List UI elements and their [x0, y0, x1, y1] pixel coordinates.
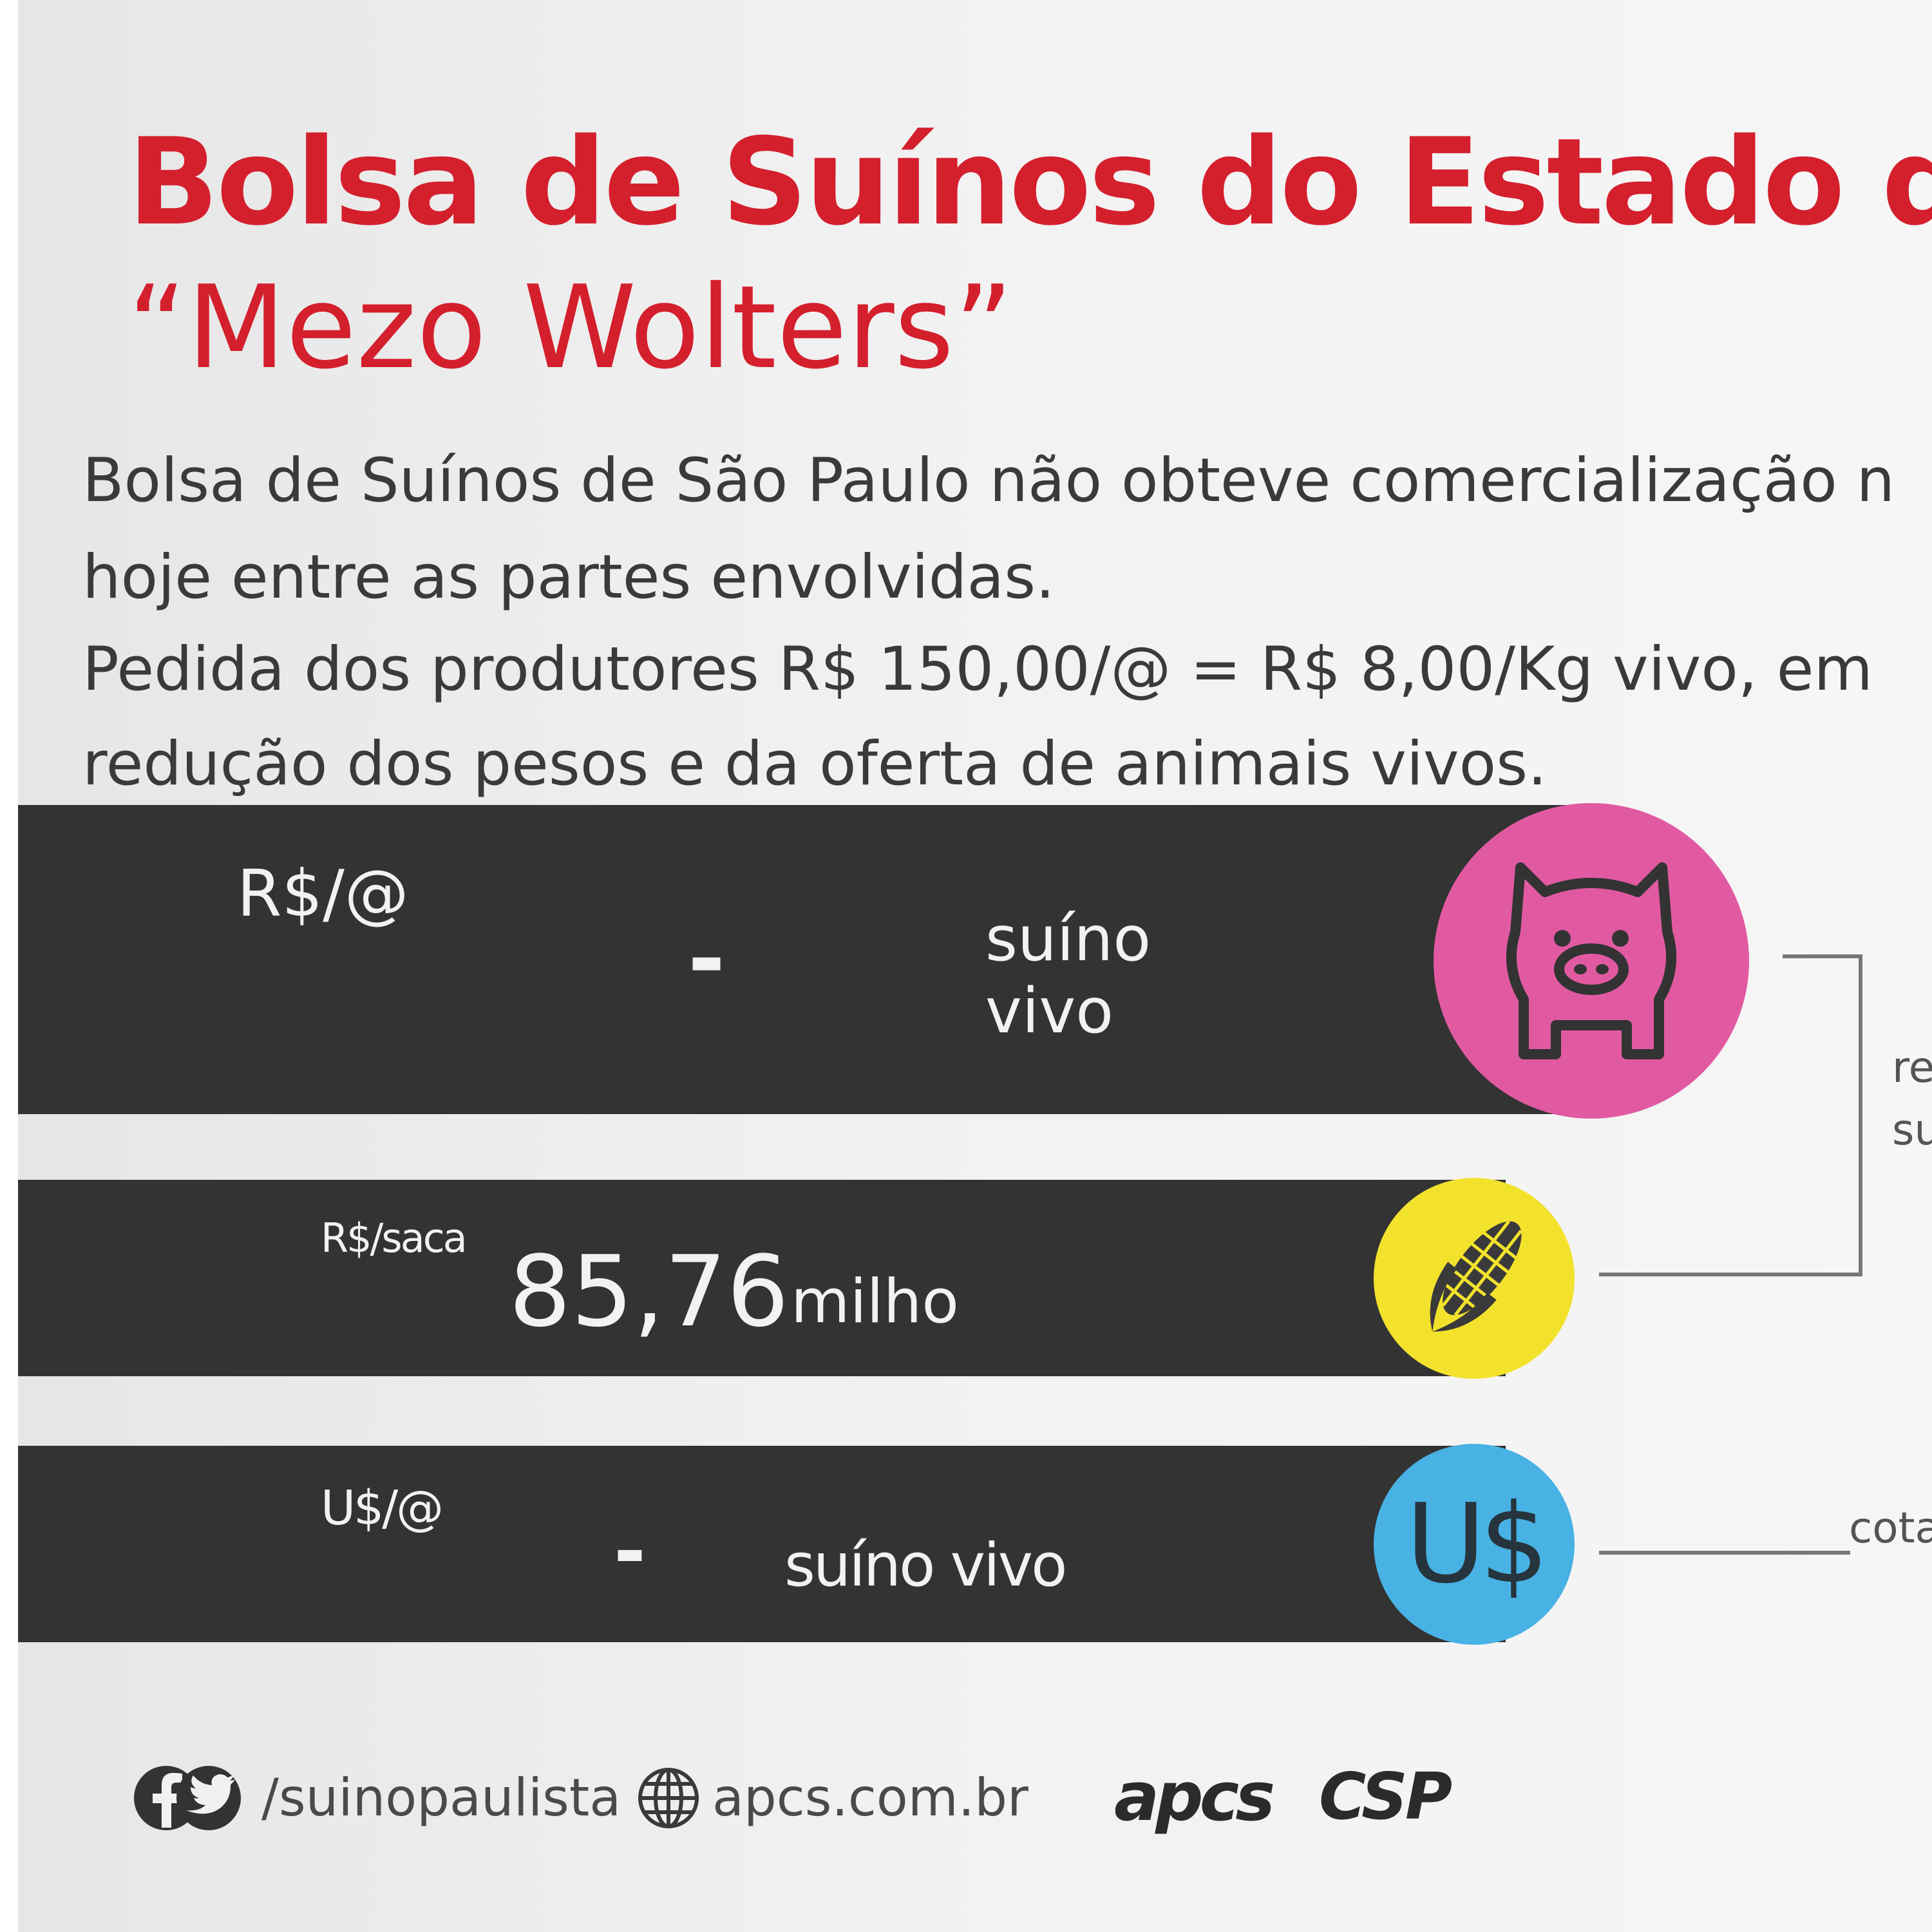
suino-price-value: - [688, 907, 726, 1012]
intro-line-2: hoje entre as partes envolvidas. [82, 542, 1055, 612]
suino-label-line2: vivo [985, 975, 1114, 1047]
dollar-unit-label: U$/@ [321, 1481, 444, 1536]
suino-price-band [18, 805, 1589, 1114]
milho-unit-label: R$/saca [321, 1215, 468, 1262]
dollar-price-band [18, 1446, 1506, 1642]
social-icons[interactable] [133, 1765, 242, 1832]
page-title: Bolsa de Suínos do Estado de São [128, 112, 1932, 252]
csp-logo: CSP [1319, 1759, 1452, 1834]
pig-badge [1434, 803, 1749, 1119]
relation-note-line2: su [1892, 1105, 1932, 1155]
dollar-label: suíno vivo [784, 1531, 1067, 1600]
intro-line-4: redução dos pesos e da oferta de animais… [82, 729, 1548, 799]
milho-label: milho [791, 1267, 959, 1337]
connector-dollar [1599, 1551, 1850, 1555]
intro-line-1: Bolsa de Suínos de São Paulo não obteve … [82, 446, 1895, 516]
apcs-logo: apcs [1114, 1757, 1275, 1836]
relation-note-line1: re [1892, 1043, 1932, 1092]
website-link[interactable]: apcs.com.br [712, 1768, 1028, 1828]
dollar-badge: U$ [1374, 1444, 1575, 1645]
connector-vertical [1859, 954, 1862, 1276]
milho-price-band [18, 1180, 1506, 1376]
connector-top [1783, 954, 1862, 958]
pig-icon [1506, 862, 1677, 1059]
dollar-price-value: - [614, 1507, 646, 1596]
intro-line-3: Pedida dos produtores R$ 150,00/@ = R$ 8… [82, 634, 1873, 705]
quote-note: cota [1849, 1503, 1932, 1553]
social-handle[interactable]: /suinopaulista [261, 1768, 621, 1828]
dollar-icon-text: U$ [1405, 1481, 1549, 1608]
suino-unit-label: R$/@ [237, 856, 409, 931]
suino-label-line1: suíno [985, 903, 1151, 975]
milho-price-value: 85,76 [509, 1235, 790, 1349]
connector-bottom [1599, 1273, 1862, 1276]
corn-icon [1430, 1220, 1522, 1332]
twitter-icon[interactable] [176, 1766, 241, 1830]
corn-badge [1374, 1178, 1575, 1379]
page-subtitle: “Mezo Wolters” [128, 261, 1014, 394]
infographic: Bolsa de Suínos do Estado de São “Mezo W… [18, 0, 1932, 1932]
globe-icon [636, 1766, 701, 1830]
